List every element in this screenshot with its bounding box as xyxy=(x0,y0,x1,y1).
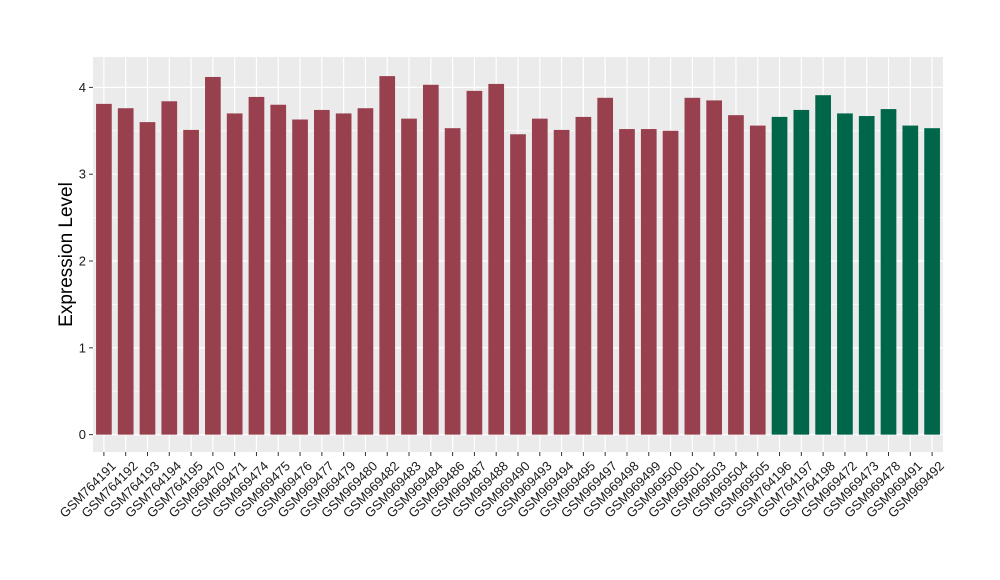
bars xyxy=(96,76,940,435)
bar xyxy=(924,128,940,435)
bar xyxy=(575,116,592,435)
bar xyxy=(292,119,308,435)
bar xyxy=(531,118,548,435)
bar xyxy=(96,103,112,435)
bar xyxy=(837,113,853,435)
bar xyxy=(684,97,701,435)
bar xyxy=(466,90,483,435)
bar xyxy=(117,108,134,435)
bar xyxy=(488,83,505,435)
bar xyxy=(161,101,178,435)
bar xyxy=(662,130,679,435)
bar xyxy=(205,76,221,435)
y-axis-title: Expression Level xyxy=(56,182,77,327)
bar xyxy=(640,129,657,435)
y-tick-label: 2 xyxy=(79,254,86,269)
bar xyxy=(858,116,875,435)
bar xyxy=(357,108,374,435)
bar xyxy=(401,118,417,435)
bar xyxy=(444,128,461,435)
bar xyxy=(139,122,156,435)
bar xyxy=(183,129,199,435)
bar xyxy=(728,115,744,435)
y-axis: 0 1 2 3 4 xyxy=(79,80,93,442)
bar xyxy=(771,116,788,435)
bar xyxy=(793,109,810,435)
y-tick-label: 0 xyxy=(79,427,86,442)
bar xyxy=(248,96,265,435)
bar xyxy=(619,129,635,435)
bar xyxy=(749,125,766,435)
bar xyxy=(553,129,570,435)
x-axis: GSM764191GSM764192GSM764193GSM764194GSM7… xyxy=(57,452,947,521)
bar xyxy=(706,100,722,435)
bar xyxy=(510,134,526,435)
bar xyxy=(815,95,831,435)
bar xyxy=(880,109,897,435)
bar xyxy=(379,76,396,435)
y-tick-label: 1 xyxy=(79,340,86,355)
bar xyxy=(314,109,330,435)
bar xyxy=(226,113,243,435)
bar xyxy=(335,113,352,435)
bar xyxy=(270,104,287,435)
bar xyxy=(902,125,919,435)
bar xyxy=(597,97,614,435)
bar xyxy=(422,84,439,435)
y-tick-label: 3 xyxy=(79,167,86,182)
y-tick-label: 4 xyxy=(79,80,86,95)
